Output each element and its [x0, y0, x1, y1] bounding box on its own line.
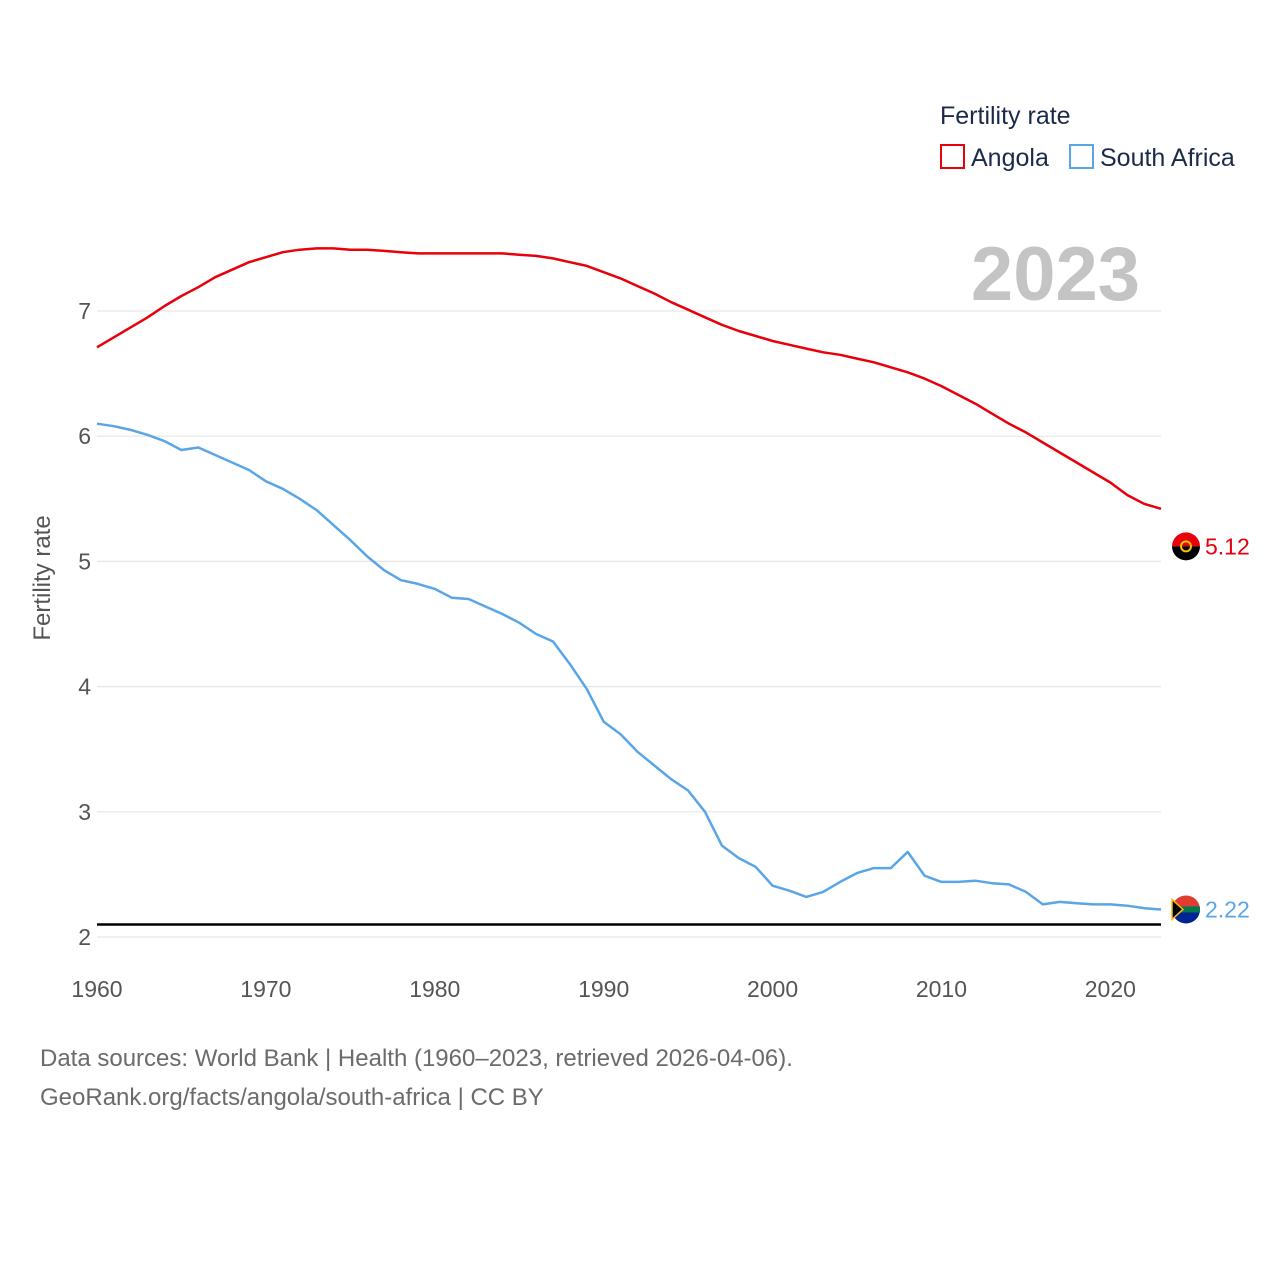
series-line-south-africa	[96, 422, 1162, 911]
data-sources-note: Data sources: World Bank | Health (1960–…	[40, 1045, 793, 1072]
y-tick-3: 3	[78, 799, 91, 825]
flag-south-africa-icon	[1171, 895, 1200, 924]
y-tick-5: 5	[78, 548, 91, 574]
x-tick-1980: 1980	[409, 976, 460, 1002]
x-tick-2010: 2010	[916, 976, 967, 1002]
y-tick-2: 2	[78, 924, 91, 950]
y-tick-7: 7	[78, 298, 91, 324]
y-tick-6: 6	[78, 423, 91, 449]
end-value-angola: 5.12	[1205, 533, 1250, 559]
current-year-label: 2023	[971, 232, 1140, 317]
x-tick-1990: 1990	[578, 976, 629, 1002]
end-value-south-africa: 2.22	[1205, 896, 1250, 922]
series-group	[96, 247, 1162, 911]
x-tick-1970: 1970	[240, 976, 291, 1002]
flag-angola-icon	[1172, 532, 1200, 561]
x-tick-1960: 1960	[71, 976, 122, 1002]
legend-swatch-south-africa	[1069, 144, 1094, 169]
legend-label-angola: Angola	[971, 144, 1049, 172]
legend-title: Fertility rate	[940, 102, 1071, 130]
y-tick-4: 4	[78, 674, 91, 700]
x-tick-2000: 2000	[747, 976, 798, 1002]
legend: Fertility rate Angola South Africa	[940, 102, 1235, 172]
y-axis-ticks: 2 3 4 5 6 7	[78, 298, 91, 950]
legend-label-south-africa: South Africa	[1100, 144, 1235, 172]
end-markers: 5.12 2.22	[1171, 532, 1250, 924]
gridlines	[97, 310, 1161, 938]
y-axis-label: Fertility rate	[29, 515, 56, 640]
credit-link[interactable]: GeoRank.org/facts/angola/south-africa | …	[40, 1084, 544, 1111]
x-axis-ticks: 1960 1970 1980 1990 2000 2010 2020	[71, 976, 1136, 1002]
legend-swatch-angola	[940, 144, 965, 169]
x-tick-2020: 2020	[1085, 976, 1136, 1002]
series-line-angola	[96, 247, 1162, 510]
